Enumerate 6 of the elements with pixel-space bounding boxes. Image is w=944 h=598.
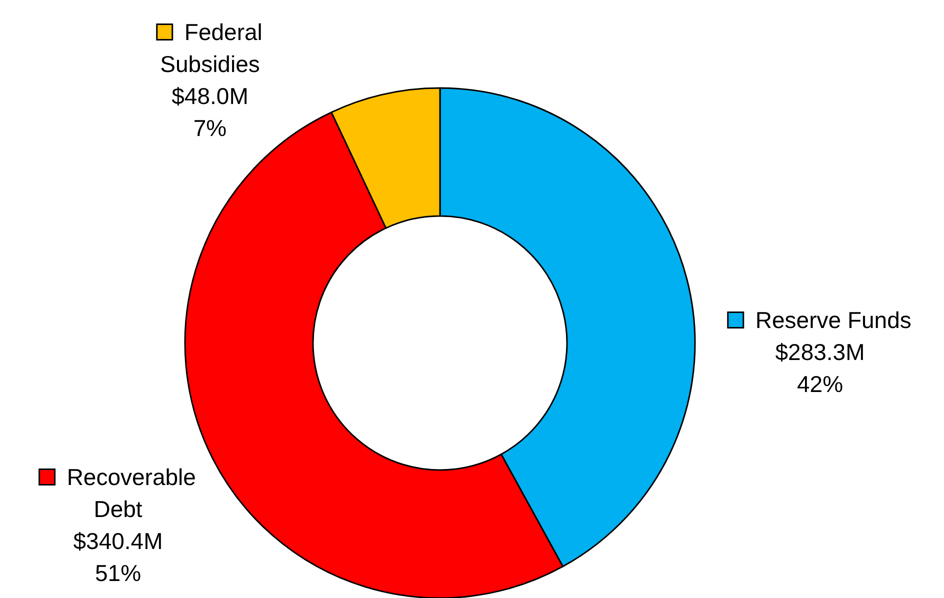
data-label: $48.0M 7% bbox=[172, 83, 248, 141]
legend-label: Federal Subsidies bbox=[160, 19, 262, 77]
data-label: $283.3M 42% bbox=[775, 339, 865, 397]
legend-label: Recoverable Debt bbox=[54, 464, 196, 522]
data-label: $340.4M 51% bbox=[73, 528, 163, 586]
legend-label: Reserve Funds bbox=[742, 307, 912, 333]
